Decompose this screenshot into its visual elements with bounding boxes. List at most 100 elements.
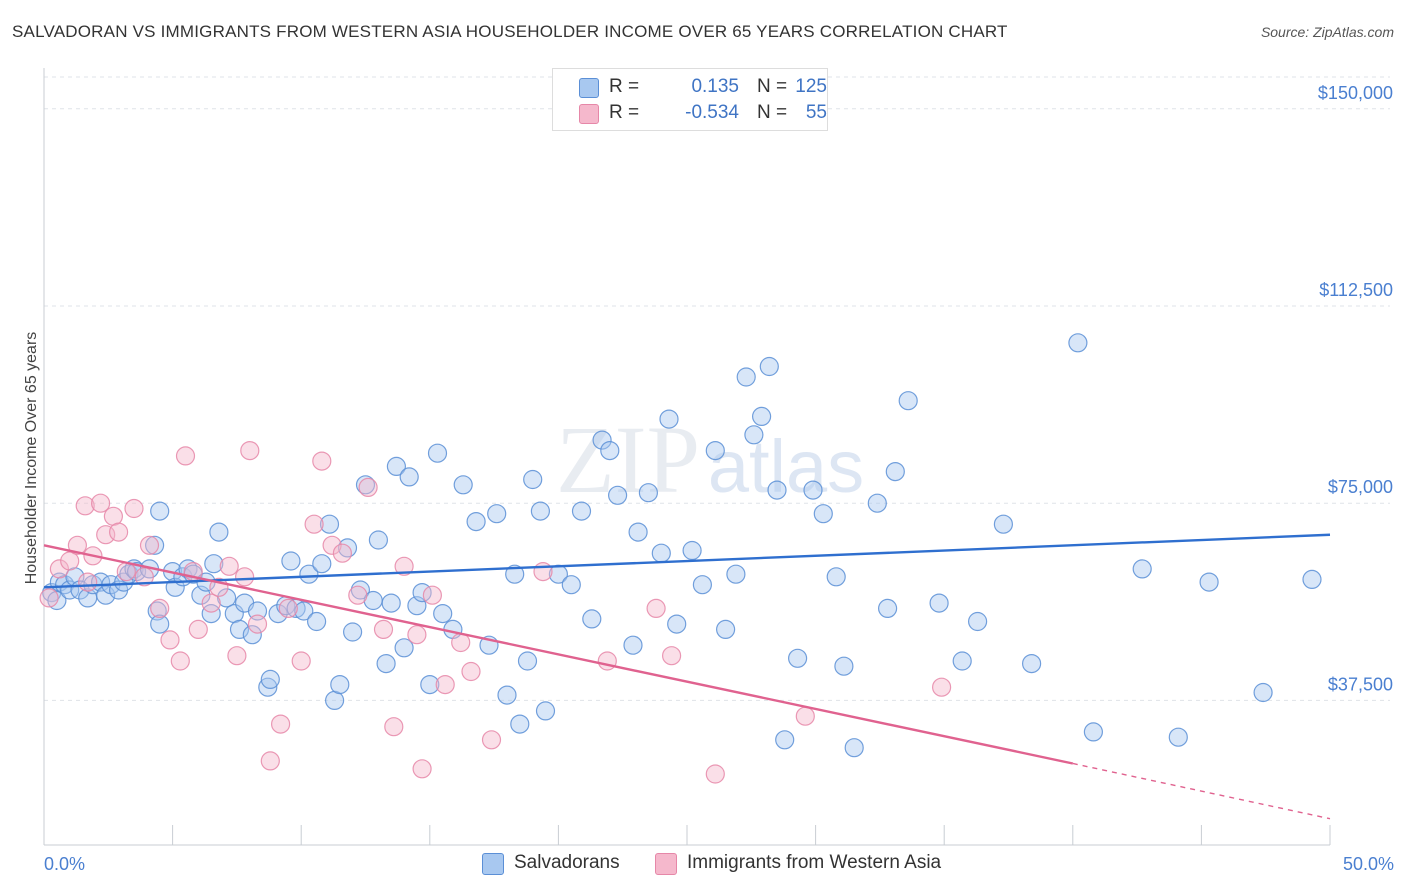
n-label: N =	[757, 76, 788, 97]
salvadorans-point	[775, 730, 795, 750]
salvadorans-point	[898, 391, 918, 411]
y-axis-title: Householder Income Over 65 years	[23, 332, 40, 585]
salvadorans-point	[885, 462, 905, 482]
series-legend: Salvadorans Immigrants from Western Asia	[0, 852, 1406, 878]
x-tick-label: 0.0%	[44, 854, 85, 874]
legend-swatch-western-asia	[655, 853, 677, 875]
salvadorans-point	[1083, 722, 1104, 742]
r-value: -0.534	[685, 102, 739, 123]
x-tick-label: 50.0%	[1343, 854, 1394, 874]
salvadorans-point	[381, 593, 401, 613]
western-asia-point	[705, 764, 725, 784]
western-asia-point	[139, 535, 160, 555]
salvadorans-point	[638, 483, 659, 503]
salvadorans-point	[1253, 682, 1273, 703]
data-points	[39, 333, 1322, 784]
salvadorans-point	[47, 590, 67, 611]
western-asia-point	[49, 559, 70, 579]
western-asia-point	[278, 598, 298, 619]
salvadorans-point	[787, 648, 808, 668]
salvadorans-point	[204, 554, 224, 574]
western-asia-point	[435, 674, 455, 695]
western-asia-point	[160, 630, 180, 650]
western-asia-trend-extension	[1072, 762, 1331, 820]
salvadorans-point	[350, 580, 370, 600]
salvadorans-point	[150, 614, 170, 634]
western-asia-point	[116, 561, 136, 582]
salvadorans-point	[659, 409, 679, 429]
salvadorans-point	[229, 619, 250, 640]
salvadorans-point	[399, 467, 419, 487]
salvadorans-point	[337, 538, 358, 558]
western-asia-point	[332, 543, 352, 563]
salvadorans-point	[343, 622, 363, 642]
western-asia-point	[67, 535, 88, 555]
western-asia-point	[134, 567, 154, 587]
salvadorans-point	[867, 493, 887, 513]
salvadorans-point	[607, 485, 628, 505]
salvadorans-point	[453, 475, 473, 495]
salvadorans-point	[281, 551, 301, 571]
western-asia-point	[931, 677, 952, 697]
salvadorans-point	[307, 611, 327, 632]
salvadorans-point	[803, 480, 823, 500]
western-asia-point	[373, 619, 394, 640]
salvadorans-point	[1302, 569, 1322, 590]
watermark-zip: ZIP	[556, 406, 700, 513]
western-asia-point	[312, 451, 332, 471]
salvadorans-point	[368, 530, 388, 550]
western-asia-point	[304, 514, 324, 534]
western-asia-point	[175, 446, 196, 466]
salvadorans-point	[759, 356, 779, 377]
salvadorans-point	[517, 651, 538, 671]
watermark-atlas: atlas	[708, 425, 864, 508]
salvadorans-point	[150, 501, 170, 521]
salvadorans-point	[582, 609, 602, 629]
western-asia-point	[75, 496, 95, 516]
salvadorans-point	[705, 441, 725, 461]
salvadorans-point	[355, 475, 376, 495]
western-asia-point	[394, 556, 414, 576]
salvadorans-point	[1199, 572, 1219, 592]
salvadorans-point	[319, 514, 340, 534]
western-asia-point	[412, 759, 432, 779]
western-asia-point	[60, 551, 80, 571]
y-tick-label: $112,500	[1319, 280, 1393, 300]
n-label: N =	[757, 102, 788, 123]
salvadorans-point	[967, 611, 988, 632]
salvadorans-point	[487, 504, 507, 524]
salvadorans-point	[623, 635, 643, 655]
salvadorans-point	[299, 564, 319, 584]
salvadorans-point	[736, 367, 756, 387]
salvadorans-point	[1132, 559, 1152, 579]
western-asia-point	[108, 522, 129, 542]
n-value: 55	[805, 102, 827, 123]
salvadorans-point	[420, 674, 440, 695]
legend-label-salvadorans: Salvadorans	[514, 852, 620, 873]
legend-label-western-asia: Immigrants from Western Asia	[687, 852, 942, 873]
salvadorans-point	[571, 501, 592, 521]
western-asia-point	[247, 614, 268, 634]
western-asia-point	[188, 619, 208, 640]
salvadorans-point	[692, 575, 713, 595]
r-value: 0.135	[691, 76, 739, 97]
salvadorans-point	[178, 559, 198, 579]
salvadorans-point	[386, 456, 406, 476]
source-label: Source: ZipAtlas.com	[1260, 24, 1394, 40]
watermark: ZIP atlas	[556, 406, 864, 513]
salvadorans-point	[767, 480, 787, 500]
salvadorans-point	[1021, 653, 1042, 674]
salvadorans-point	[260, 669, 280, 690]
western-asia-point	[39, 588, 59, 608]
salvadorans-point	[312, 554, 332, 574]
western-asia-point	[150, 598, 170, 619]
n-value: 125	[795, 76, 827, 97]
western-asia-point	[322, 535, 342, 555]
salvadorans-point	[1068, 333, 1088, 353]
salvadorans-point	[993, 514, 1014, 534]
salvadorans-point	[505, 564, 525, 584]
salvadorans-point	[826, 567, 846, 587]
salvadorans-point	[530, 501, 551, 521]
salvadorans-point	[268, 603, 288, 624]
western-asia-point	[170, 651, 190, 671]
